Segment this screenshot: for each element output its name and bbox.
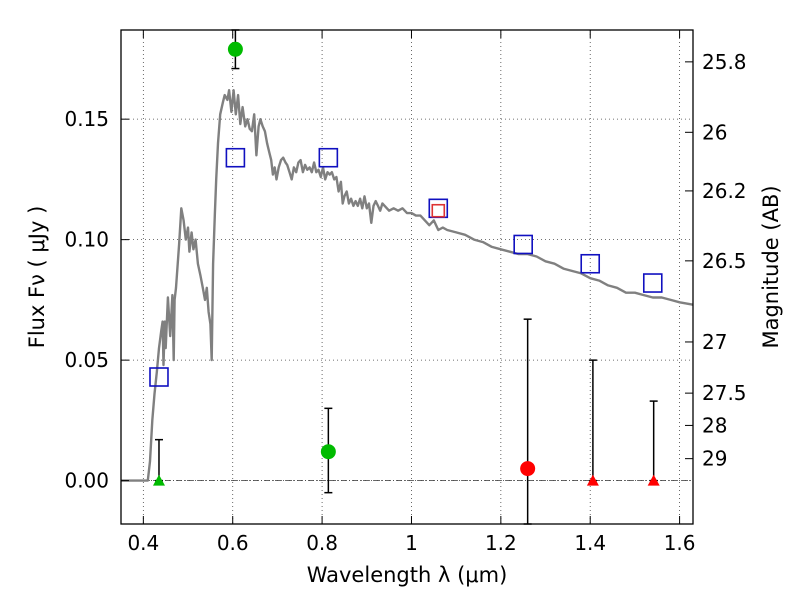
x-tick-label: 1.4 (574, 531, 606, 555)
detection-point (520, 461, 536, 477)
y2-tick-label: 27.5 (702, 381, 747, 405)
y2-tick-label: 28 (702, 413, 727, 437)
model-photometry-marker (149, 367, 169, 387)
y2-tick-label: 27 (702, 330, 727, 354)
upper-limit-error-bar (649, 400, 658, 482)
ticks: 0.4 0.6 0.8 1 1.2 1.4 1.6 0.00 0.05 0.10 0.15 25.8 2… (64, 30, 747, 555)
grid-lines (121, 30, 693, 524)
upper-limit-marker (152, 474, 165, 486)
detection-point (320, 444, 336, 460)
y2-tick-label: 25.8 (702, 50, 747, 74)
x-tick-label: 0.4 (127, 531, 159, 555)
x-tick-label: 0.8 (306, 531, 338, 555)
y-axis-label: Flux Fν ( μJy ) (25, 206, 49, 349)
y-tick-label: 0.05 (64, 348, 109, 372)
model-photometry-marker (580, 253, 601, 274)
y2-tick-label: 26.2 (702, 179, 747, 203)
detection-point (227, 41, 243, 57)
upper-limit-marker (647, 474, 660, 486)
model-photometry-marker (225, 147, 246, 168)
upper-limit-marker (586, 474, 599, 486)
model-photometry-marker (642, 273, 663, 293)
y-tick-label: 0.15 (64, 107, 109, 131)
model-photometry-marker (431, 203, 446, 218)
plot-area (121, 29, 694, 525)
x-axis-label: Wavelength λ (μm) (307, 563, 508, 587)
y2-axis-label: Magnitude (AB) (759, 185, 783, 348)
y-tick-label: 0.10 (64, 228, 109, 252)
x-tick-label: 1 (405, 531, 418, 555)
model-photometry-marker (318, 147, 339, 168)
model-sed-line (121, 88, 694, 482)
plot-frame (120, 29, 694, 525)
x-tick-label: 0.6 (217, 531, 249, 555)
y2-tick-label: 26.5 (702, 249, 747, 273)
detection-error-bar (523, 318, 532, 525)
y2-tick-label: 29 (702, 447, 727, 471)
x-tick-label: 1.2 (485, 531, 517, 555)
upper-limit-error-bar (154, 438, 163, 482)
model-photometry-marker (513, 234, 533, 255)
x-tick-label: 1.6 (664, 531, 696, 555)
y-tick-label: 0.00 (64, 469, 109, 493)
y2-tick-label: 26 (702, 120, 727, 144)
